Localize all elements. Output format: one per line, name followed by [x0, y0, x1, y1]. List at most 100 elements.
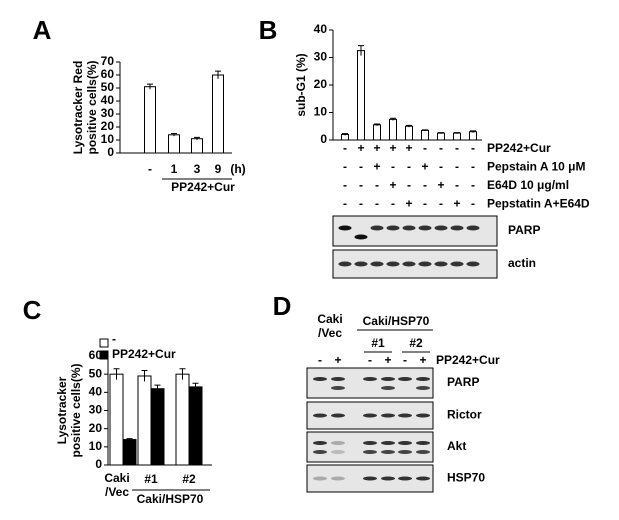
error-bar [422, 129, 428, 131]
panel-label: D [273, 291, 292, 321]
blot-band [354, 261, 368, 267]
error-bar [470, 130, 476, 133]
error-bar [147, 83, 153, 90]
blot-band [416, 413, 430, 418]
bar [175, 373, 190, 466]
bar [188, 386, 203, 466]
x-tick-label: - [148, 162, 152, 176]
blot-band [398, 413, 412, 418]
blot-band [354, 234, 368, 240]
blot-band [418, 225, 432, 231]
blot-band [338, 261, 352, 267]
blot-band [363, 377, 377, 381]
blot-band [434, 261, 448, 267]
treatment-sign: - [343, 178, 347, 192]
blot-band [331, 413, 345, 418]
blot-label: PARP [508, 223, 540, 237]
treatment-sign: + [405, 141, 412, 155]
treatment-sign: - [423, 141, 427, 155]
blot-band [450, 225, 464, 231]
blot-band [338, 225, 352, 231]
error-bar [342, 133, 348, 136]
error-bar [390, 117, 396, 121]
y-tick-label: 60 [89, 348, 103, 362]
blot-band [418, 261, 432, 267]
blot-band [381, 450, 395, 454]
blot-band [466, 261, 480, 267]
y-tick-label: 30 [89, 403, 103, 417]
x-unit: (h) [230, 162, 245, 176]
treatment-sign: - [455, 141, 459, 155]
bar [137, 375, 152, 466]
treatment-sign: - [391, 160, 395, 174]
bar [373, 124, 381, 141]
bar [389, 118, 397, 141]
blot-band [313, 476, 327, 481]
treatment-sign: - [455, 160, 459, 174]
y-tick-label: 10 [314, 105, 328, 119]
treatment-sign: - [343, 160, 347, 174]
error-bar [192, 382, 199, 391]
x-tick-label: #1 [144, 472, 158, 486]
treatment-sign: - [471, 178, 475, 192]
error-bar [215, 70, 221, 79]
treatment-sign: + [357, 141, 364, 155]
blot-band [402, 225, 416, 231]
blot-band [381, 386, 395, 390]
y-tick-label: 20 [314, 77, 328, 91]
blot-band [398, 450, 412, 454]
x-tick-label: 1 [171, 162, 178, 176]
bar [144, 86, 156, 154]
blot-band [466, 225, 480, 231]
y-tick-label: 0 [107, 145, 114, 159]
blot-box [306, 367, 434, 399]
y-tick-label: 40 [314, 22, 328, 36]
error-bar [126, 438, 133, 441]
blot-header: #1 [371, 336, 385, 350]
treatment-sign: - [471, 141, 475, 155]
legend-label: - [112, 332, 116, 346]
blot-band [313, 413, 327, 418]
error-bar [358, 45, 364, 56]
treatment-sign: + [334, 353, 341, 367]
error-bar [454, 132, 460, 134]
treatment-sign: + [437, 178, 444, 192]
bar [109, 373, 124, 466]
blot-band [381, 413, 395, 418]
panel-label: B [259, 15, 278, 45]
blot-band [450, 261, 464, 267]
blot-label: actin [508, 256, 536, 270]
blot-box [332, 215, 498, 247]
treatment-sign: - [375, 178, 379, 192]
blot-label: HSP70 [447, 471, 485, 485]
x-tick-label: Caki/Vec [104, 471, 129, 499]
blot-band [416, 386, 430, 390]
blot-box [306, 431, 434, 463]
treatment-sign: - [359, 197, 363, 211]
error-bar [141, 370, 148, 382]
blot-band [331, 377, 345, 381]
treatment-sign: - [403, 353, 407, 367]
treatment-label: PP242+Cur [487, 141, 551, 155]
x-axis-label: PP242+Cur [171, 180, 235, 194]
y-tick-label: 30 [314, 50, 328, 64]
treatment-sign: - [391, 197, 395, 211]
y-tick-label: 20 [101, 119, 115, 133]
treatment-sign: - [375, 197, 379, 211]
blot-band [363, 441, 377, 445]
error-bar [154, 384, 161, 393]
treatment-sign: + [373, 141, 380, 155]
blot-band [416, 450, 430, 454]
bar [405, 125, 413, 141]
blot-band [386, 261, 400, 267]
bar [122, 439, 137, 466]
blot-band [402, 261, 416, 267]
y-tick-label: 50 [89, 366, 103, 380]
bar [168, 134, 180, 154]
blot-header: #2 [409, 336, 423, 350]
treatment-label: E64D 10 μg/ml [487, 178, 569, 192]
bar [469, 131, 477, 141]
blot-band [331, 476, 345, 481]
y-tick-label: 30 [101, 106, 115, 120]
y-tick-label: 40 [89, 385, 103, 399]
